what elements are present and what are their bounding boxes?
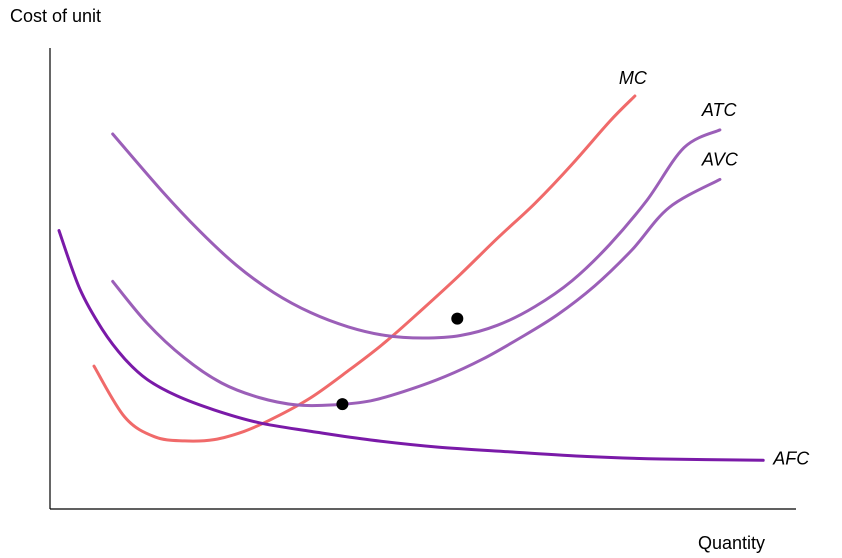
series-afc-curve [57, 229, 765, 462]
curve-labels-layer: MC ATC AVC AFC [619, 68, 810, 468]
curves-layer [57, 94, 765, 462]
x-axis-title: Quantity [698, 533, 765, 553]
y-axis-title: Cost of unit [10, 6, 101, 26]
series-avc-curve [111, 177, 722, 408]
series-atc-curve [111, 128, 722, 340]
series-label-atc: ATC [701, 100, 738, 120]
series-label-mc: MC [619, 68, 648, 88]
series-mc-curve [92, 94, 637, 443]
intersection-point-2 [451, 312, 464, 325]
intersection-point-1 [336, 398, 349, 411]
series-label-avc: AVC [701, 149, 739, 169]
intersection-points-layer [336, 312, 464, 411]
series-label-afc: AFC [772, 448, 810, 468]
